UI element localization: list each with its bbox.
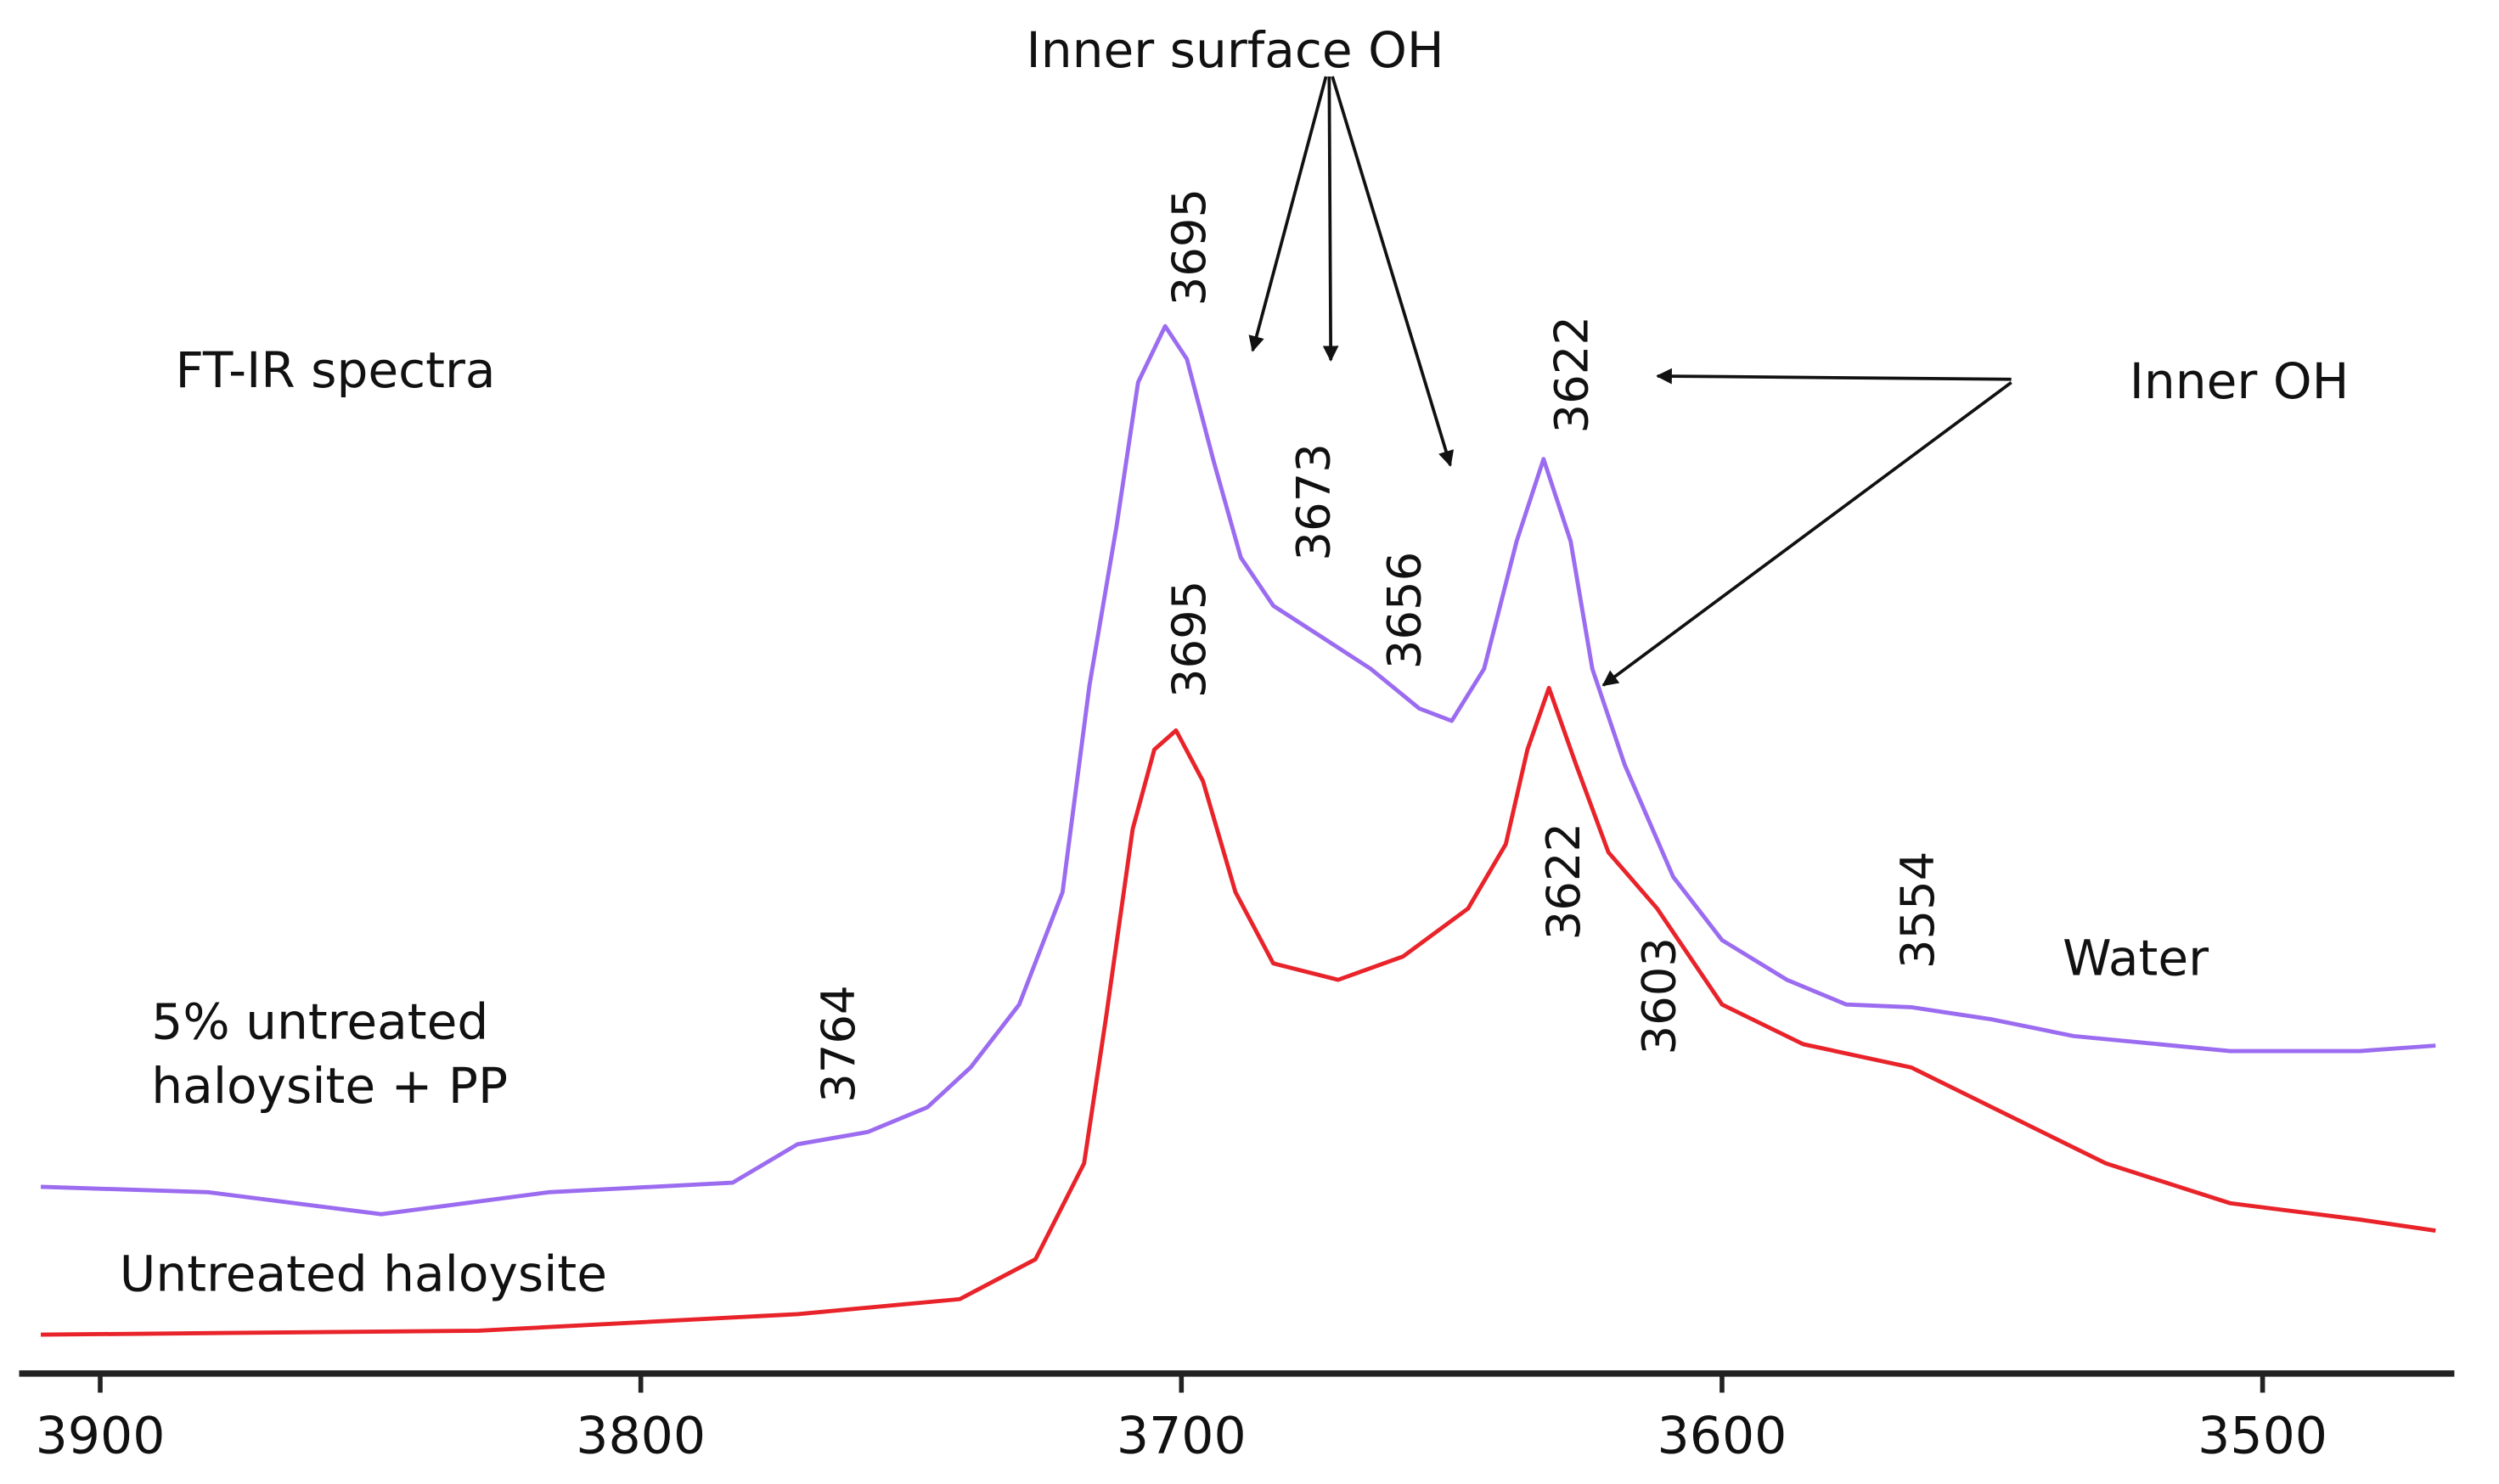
annotation: Water — [2063, 930, 2209, 987]
peak-label: 3764 — [811, 985, 865, 1103]
arrow — [1248, 76, 1328, 352]
arrow — [1322, 76, 1339, 363]
peak-label: 3554 — [1890, 852, 1945, 970]
peak-label: 3695 — [1162, 188, 1216, 306]
arrows — [1248, 76, 2012, 687]
series-label: 5% untreated haloysite + PP — [151, 994, 509, 1116]
annotation: Inner OH — [2130, 352, 2350, 410]
arrow — [1331, 76, 1455, 467]
peak-label: 3603 — [1632, 937, 1686, 1055]
spectrum-line — [41, 685, 2436, 1337]
arrow — [1601, 380, 2012, 687]
x-tick-label: 3900 — [36, 1407, 166, 1466]
peak-label: 3695 — [1162, 581, 1216, 699]
x-tick-label: 3500 — [2198, 1407, 2327, 1466]
peak-label: 3622 — [1545, 316, 1599, 434]
arrow — [1656, 368, 2012, 385]
x-tick-label: 3700 — [1117, 1407, 1247, 1466]
x-tick-label: 3600 — [1658, 1407, 1787, 1466]
spectrum-line — [40, 323, 2436, 1217]
peak-label: 3622 — [1536, 823, 1590, 940]
peak-label: 3673 — [1286, 443, 1340, 561]
annotation: Inner surface OH — [1027, 21, 1444, 79]
series-label: Untreated haloysite — [119, 1245, 608, 1304]
x-tick-label: 3800 — [576, 1407, 706, 1466]
annotation: FT-IR spectra — [175, 341, 495, 399]
peak-label: 3656 — [1376, 552, 1431, 670]
